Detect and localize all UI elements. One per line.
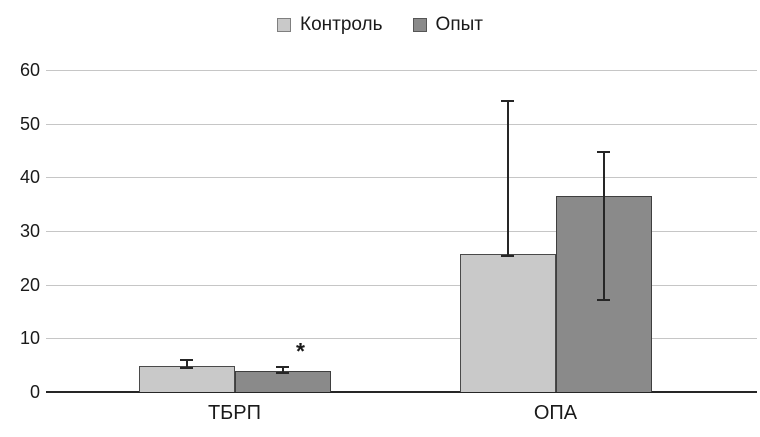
y-tick-label: 40 <box>19 167 40 188</box>
legend-label: Контроль <box>300 14 383 35</box>
error-bar-line <box>602 152 605 300</box>
x-axis-label-ОПА: ОПА <box>533 402 578 424</box>
bar-ОПА-control <box>459 253 556 392</box>
gridline <box>46 70 757 71</box>
y-tick-label: 20 <box>19 274 40 295</box>
x-axis-label-ТБРП: ТБРП <box>207 402 262 424</box>
legend-item-experiment: Опыт <box>412 14 483 35</box>
legend-item-control: Контроль <box>277 15 383 34</box>
error-bar-line <box>281 367 284 374</box>
legend-label: Опыт <box>435 14 483 35</box>
legend-swatch-experiment <box>412 17 427 32</box>
error-bar-cap-bottom <box>276 372 289 375</box>
error-bar-cap-bottom <box>597 298 610 301</box>
error-bar-line <box>506 100 509 256</box>
gridline <box>46 338 757 340</box>
legend-swatch-control <box>277 17 292 32</box>
y-tick-label: 50 <box>19 113 40 134</box>
error-bar-cap-bottom <box>501 254 514 257</box>
error-bar-cap-top <box>180 359 193 362</box>
y-tick-label: 60 <box>19 60 40 80</box>
y-tick-label: 30 <box>19 221 40 241</box>
y-tick-label: 0 <box>29 382 40 402</box>
chart-legend: Контроль Опыт <box>0 15 760 34</box>
error-bar-cap-top <box>501 99 514 102</box>
error-bar-cap-top <box>276 366 289 369</box>
x-axis-line <box>46 391 757 393</box>
significance-asterisk: * <box>296 338 305 364</box>
gridline <box>46 177 757 179</box>
error-bar-line <box>185 360 188 369</box>
error-bar-cap-bottom <box>180 367 193 370</box>
gridline <box>46 231 757 232</box>
bar-ТБРП-control <box>138 365 235 392</box>
y-tick-label: 10 <box>19 328 40 349</box>
error-bar-cap-top <box>597 151 610 154</box>
gridline <box>46 123 757 125</box>
gridline <box>46 284 757 286</box>
